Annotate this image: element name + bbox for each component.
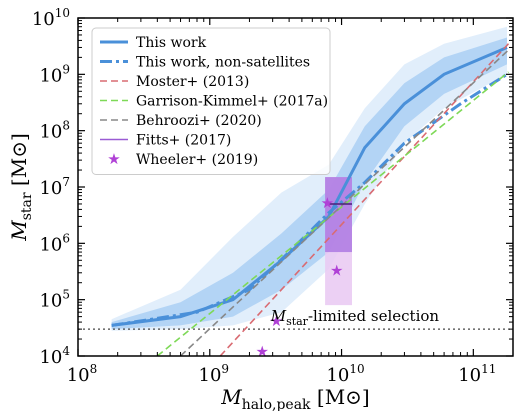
legend-label-2: Moster+ (2013) (136, 74, 249, 90)
annotations: Mstar-limited selection (270, 307, 440, 328)
legend: This work This work, non-satellites Moster… (91, 27, 331, 175)
band-inner-this-work (111, 37, 507, 330)
y-axis: 104 105 106 107 108 109 1010 (32, 6, 513, 368)
legend-box (91, 27, 331, 175)
series-line-1 (111, 73, 508, 327)
wheeler-point-3: ★ (330, 261, 343, 279)
legend-label-0: This work (136, 35, 207, 51)
legend-label-6: Wheeler+ (2019) (136, 152, 258, 168)
legend-label-3: Garrison-Kimmel+ (2017a) (136, 94, 328, 110)
y-tick-label-5: 109 (39, 62, 70, 86)
x-tick-label-2: 1010 (326, 362, 364, 386)
series-lines (78, 43, 513, 356)
y-axis-label: Mstar [M⊙] (7, 133, 35, 242)
y-tick-label-0: 104 (39, 344, 70, 368)
legend-label-4: Behroozi+ (2020) (136, 113, 262, 129)
x-axis-label: Mhalo,peak [M⊙] (220, 385, 369, 411)
y-tick-label-2: 106 (39, 231, 70, 255)
y-tick-label-4: 108 (39, 119, 70, 143)
wheeler-point-1: ★ (270, 312, 283, 330)
x-axis: 108 109 1010 1011 (67, 18, 496, 386)
legend-marker-6: ★ (107, 150, 120, 168)
x-tick-label-1: 109 (199, 362, 230, 386)
x-tick-label-3: 1011 (458, 362, 496, 386)
legend-label-5: Fitts+ (2017) (136, 133, 231, 149)
legend-label-1: This work, non-satellites (136, 55, 310, 71)
series-line-3 (156, 71, 510, 356)
wheeler-point-2: ★ (321, 194, 334, 212)
wheeler-point-0: ★ (255, 343, 268, 361)
annotation-0: Mstar-limited selection (270, 307, 440, 328)
y-tick-label-3: 107 (39, 175, 70, 199)
x-tick-label-0: 108 (67, 362, 98, 386)
series-line-4 (179, 49, 510, 356)
y-tick-label-1: 105 (39, 288, 70, 312)
series-line-2 (219, 43, 510, 356)
y-tick-label-6: 1010 (32, 6, 70, 30)
